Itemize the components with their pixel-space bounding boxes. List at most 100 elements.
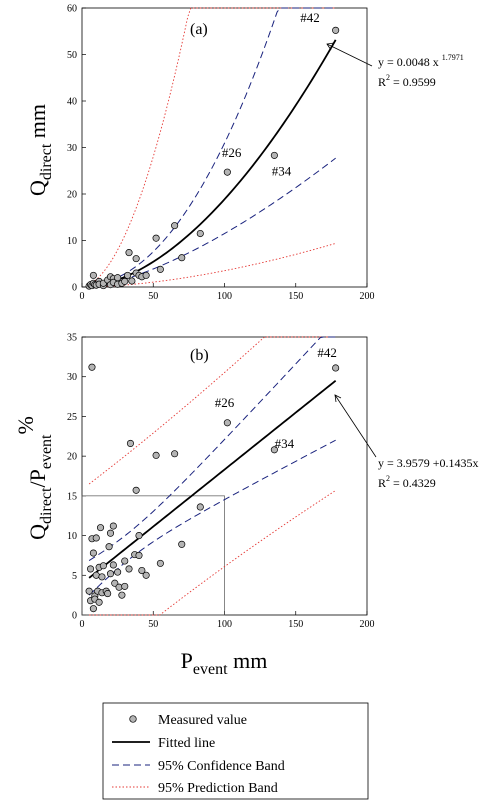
- ylabel-b: Qdirect/Pevent%: [13, 416, 55, 540]
- legend: Measured value Fitted line 95% Confidenc…: [102, 702, 369, 800]
- data-point: [270, 446, 278, 454]
- data-point: [111, 579, 119, 587]
- data-point: [105, 543, 113, 551]
- y-tick-label: 10: [67, 236, 77, 247]
- data-point: [270, 151, 278, 159]
- data-point: [132, 255, 140, 263]
- data-point: [332, 364, 340, 372]
- data-point: [126, 439, 135, 447]
- x-tick-label: 100: [217, 291, 232, 302]
- data-point: [106, 529, 115, 537]
- confidence-band-lower: [88, 439, 336, 596]
- x-tick-label: 0: [80, 291, 85, 302]
- point-annotation: #34: [272, 163, 292, 178]
- data-point: [121, 582, 129, 590]
- highlight-box: [81, 495, 225, 616]
- data-point: [114, 274, 122, 282]
- data-point: [152, 451, 160, 459]
- y-tick-label: 60: [67, 4, 77, 15]
- r2-b-exp: 2: [386, 474, 390, 483]
- y-tick-label: 5: [72, 571, 77, 582]
- panel-label-b: (b): [190, 347, 209, 364]
- r2-a-value: = 0.9599: [390, 75, 436, 89]
- prediction-band-upper: [88, 7, 336, 286]
- data-point: [109, 522, 117, 530]
- legend-item-confidence: 95% Confidence Band: [158, 759, 285, 774]
- data-point: [138, 566, 146, 575]
- data-point: [171, 450, 179, 458]
- data-point: [114, 568, 122, 576]
- data-point: [135, 551, 143, 559]
- point-annotation: #42: [300, 10, 320, 25]
- data-point: [89, 271, 97, 279]
- data-point: [196, 503, 204, 511]
- y-tick-label: 20: [67, 452, 77, 463]
- x-tick-label: 150: [288, 619, 303, 630]
- data-point: [88, 363, 96, 371]
- equation-a-main: y = 0.0048 x: [378, 55, 439, 69]
- fitted-line: [88, 379, 337, 579]
- x-tick-label: 50: [148, 619, 158, 630]
- ylabel-a-unit: mm: [25, 104, 50, 144]
- y-tick-label: 20: [67, 190, 77, 201]
- legend-box: [102, 702, 369, 800]
- data-point: [196, 229, 204, 238]
- x-tick-label: 200: [360, 619, 375, 630]
- points-a: #42 #26 #34: [85, 10, 340, 290]
- y-tick-label: 30: [67, 143, 77, 154]
- y-tick-label: 15: [67, 491, 77, 502]
- data-point: [124, 271, 132, 279]
- x-tick-label: 0: [80, 619, 85, 630]
- data-point: [178, 254, 186, 262]
- arrow-a: [326, 42, 373, 67]
- data-point: [89, 549, 97, 557]
- axes-b: 0 50 100 150 200 0 5 10 15 20 25 30 35: [67, 333, 375, 631]
- data-point: [85, 587, 93, 595]
- arrow-b: [334, 394, 377, 458]
- point-annotation: #26: [215, 395, 235, 410]
- data-point: [95, 598, 103, 606]
- x-tick-label: 150: [288, 291, 303, 302]
- bands-b: [81, 336, 337, 616]
- point-annotation: #26: [222, 145, 242, 160]
- data-point: [99, 562, 107, 570]
- y-tick-label: 10: [67, 531, 77, 542]
- r2-a-exp: 2: [386, 73, 390, 82]
- x-tick-label: 50: [148, 291, 158, 302]
- legend-point-symbol: [129, 715, 137, 723]
- equation-a: y = 0.0048 x 1.7971 R2 = 0.9599: [378, 53, 464, 89]
- point-annotation: #34: [275, 436, 295, 451]
- ylabel-a-sub: direct: [38, 143, 55, 180]
- data-point: [132, 486, 140, 494]
- axes-a: 0 50 100 150 200 0 10 20 30 40 50 60: [67, 4, 375, 303]
- r2-b-value: = 0.4329: [390, 476, 436, 490]
- data-point: [152, 234, 160, 242]
- y-tick-label: 50: [67, 50, 77, 61]
- ylabel-b-slash: /P: [25, 469, 50, 487]
- data-point: [121, 277, 129, 285]
- data-point: [156, 265, 164, 273]
- svg-text:Pevent mm: Pevent mm: [181, 648, 268, 678]
- data-point: [98, 573, 106, 581]
- data-point: [171, 222, 179, 230]
- fitted-line: [89, 39, 337, 288]
- legend-item-measured: Measured value: [158, 713, 247, 728]
- data-point: [118, 591, 126, 599]
- data-point: [332, 26, 340, 34]
- confidence-band-upper: [88, 336, 336, 561]
- legend-item-prediction: 95% Prediction Band: [158, 781, 278, 796]
- data-point: [156, 559, 164, 567]
- data-point: [178, 540, 186, 548]
- confidence-band-lower: [89, 157, 336, 288]
- ylabel-b-sub: direct: [38, 487, 55, 524]
- x-tick-label: 200: [360, 291, 375, 302]
- data-point: [142, 571, 150, 579]
- data-point: [89, 605, 97, 613]
- ylabel-a: Qdirect mm: [25, 104, 55, 196]
- y-tick-label: 0: [72, 611, 77, 622]
- data-point: [92, 534, 100, 542]
- ylabel-b-sub2: event: [38, 434, 55, 469]
- prediction-band-lower: [89, 490, 336, 616]
- data-point: [125, 249, 133, 257]
